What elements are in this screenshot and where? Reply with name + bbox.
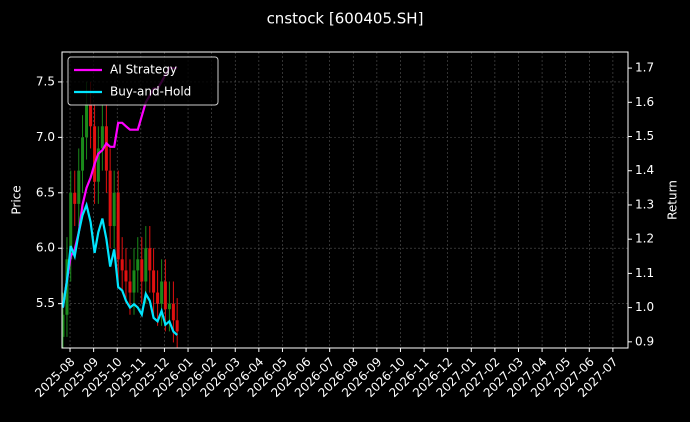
y2-axis-label: Return [666, 180, 680, 220]
y2-tick-label: 1.5 [635, 129, 654, 143]
y-axis-label: Price [10, 185, 24, 214]
candle-body [120, 259, 124, 271]
candle-body [156, 292, 160, 304]
y2-tick-label: 1.1 [635, 266, 654, 280]
legend-label: Buy-and-Hold [110, 85, 191, 99]
candle-body [144, 248, 148, 282]
candle-body [136, 259, 140, 271]
candle-body [140, 259, 144, 282]
candle-body [163, 281, 167, 310]
plot-frame [61, 51, 629, 349]
y-tick-label: 7.0 [36, 130, 55, 144]
candle-body [112, 192, 116, 227]
candle-body [93, 126, 97, 182]
candle-body [124, 270, 128, 282]
candle-body [152, 270, 156, 293]
candle-body [62, 314, 65, 337]
candle-body [167, 303, 171, 310]
candle-body [171, 303, 175, 321]
candle-body [175, 320, 179, 332]
candle-body [104, 126, 108, 171]
candle-body [85, 104, 89, 138]
y2-tick-label: 1.2 [635, 232, 654, 246]
legend-label: AI Strategy [110, 63, 177, 77]
y-tick-label: 7.5 [36, 74, 55, 88]
y2-tick-label: 0.9 [635, 334, 654, 348]
y2-tick-label: 1.4 [635, 163, 654, 177]
y-tick-label: 6.0 [36, 241, 55, 255]
chart-title: cnstock [600405.SH] [267, 10, 424, 28]
candle-body [100, 126, 104, 149]
candle-body [148, 248, 152, 271]
candle-body [69, 192, 73, 260]
candle-body [128, 281, 132, 293]
y-tick-label: 6.5 [36, 185, 55, 199]
candle-body [108, 170, 112, 227]
y2-tick-label: 1.0 [635, 300, 654, 314]
candle-body [73, 192, 77, 204]
candle-body [116, 192, 120, 260]
candle-body [81, 137, 85, 171]
y2-tick-label: 1.3 [635, 197, 654, 211]
plot-area [62, 67, 179, 348]
candle-body [132, 270, 136, 293]
y2-tick-label: 1.6 [635, 95, 654, 109]
y-tick-label: 5.5 [36, 296, 55, 310]
series-line [62, 201, 178, 336]
candle-body [96, 148, 100, 182]
candle-body [160, 281, 164, 304]
candle-body [89, 104, 93, 127]
candle-body [77, 170, 81, 204]
legend-box [67, 56, 219, 106]
y2-tick-label: 1.7 [635, 61, 654, 75]
